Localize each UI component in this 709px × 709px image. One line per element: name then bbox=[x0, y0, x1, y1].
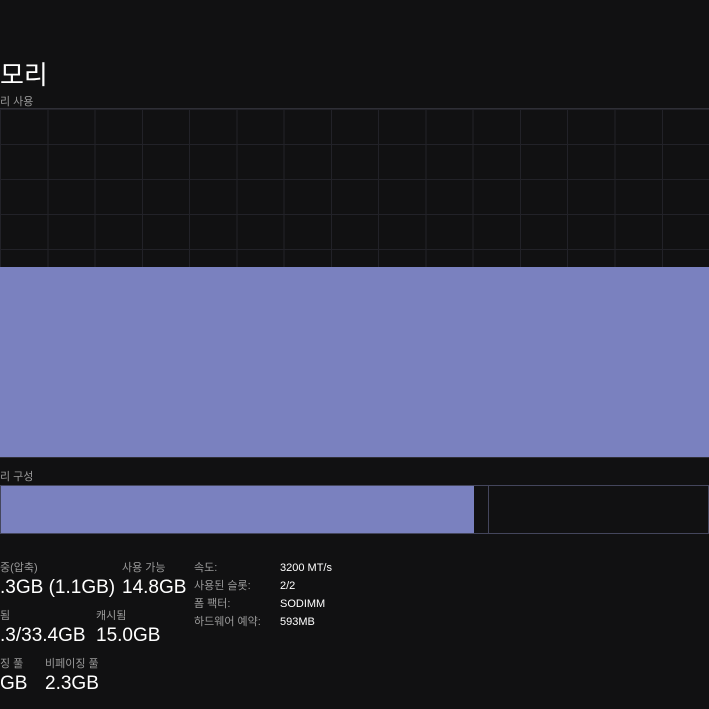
stat-committed: 됨 .3/33.4GB bbox=[0, 607, 86, 647]
stat-in-use: 중(압축) .3GB (1.1GB) bbox=[0, 559, 115, 599]
stat-paged-label: 징 풀 bbox=[0, 655, 27, 671]
spec-slots-label: 사용된 슬롯: bbox=[194, 577, 280, 595]
spec-reserved-label: 하드웨어 예약: bbox=[194, 613, 280, 631]
stat-cached-value: 15.0GB bbox=[96, 625, 160, 647]
spec-slots-value: 2/2 bbox=[280, 577, 295, 595]
stat-nonpaged-value: 2.3GB bbox=[45, 673, 99, 695]
stat-available-value: 14.8GB bbox=[122, 577, 186, 599]
page-title: 모리 bbox=[0, 55, 48, 92]
stat-cached: 캐시됨 15.0GB bbox=[96, 607, 160, 647]
composition-chart-label: 리 구성 bbox=[0, 468, 33, 484]
composition-used-segment bbox=[1, 486, 475, 533]
stat-cached-label: 캐시됨 bbox=[96, 607, 160, 623]
spec-speed-value: 3200 MT/s bbox=[280, 559, 332, 577]
stat-in-use-label: 중(압축) bbox=[0, 559, 115, 575]
stat-nonpaged-label: 비페이징 풀 bbox=[45, 655, 99, 671]
spec-speed-label: 속도: bbox=[194, 559, 280, 577]
memory-usage-chart bbox=[0, 108, 709, 458]
stat-committed-label: 됨 bbox=[0, 607, 86, 623]
spec-row-speed: 속도: 3200 MT/s bbox=[194, 559, 332, 577]
composition-free-segment bbox=[488, 486, 708, 533]
memory-composition-bar bbox=[0, 485, 709, 534]
spec-row-reserved: 하드웨어 예약: 593MB bbox=[194, 613, 332, 631]
spec-form-label: 폼 팩터: bbox=[194, 595, 280, 613]
usage-chart-label: 리 사용 bbox=[0, 93, 33, 109]
composition-gap bbox=[475, 486, 488, 533]
spec-reserved-value: 593MB bbox=[280, 613, 315, 631]
spec-row-slots: 사용된 슬롯: 2/2 bbox=[194, 577, 332, 595]
memory-specs-table: 속도: 3200 MT/s 사용된 슬롯: 2/2 폼 팩터: SODIMM 하… bbox=[194, 559, 332, 631]
stat-paged-pool: 징 풀 GB bbox=[0, 655, 27, 695]
memory-panel: 모리 리 사용 리 구성 중(압축) .3GB (1.1GB) 사용 가능 14… bbox=[0, 0, 709, 709]
stat-in-use-value: .3GB (1.1GB) bbox=[0, 577, 115, 599]
spec-row-form: 폼 팩터: SODIMM bbox=[194, 595, 332, 613]
stat-nonpaged-pool: 비페이징 풀 2.3GB bbox=[45, 655, 99, 695]
stat-committed-value: .3/33.4GB bbox=[0, 625, 86, 647]
stat-available: 사용 가능 14.8GB bbox=[122, 559, 186, 599]
spec-form-value: SODIMM bbox=[280, 595, 325, 613]
chart-fill-area bbox=[0, 267, 709, 457]
stat-paged-value: GB bbox=[0, 673, 27, 695]
stat-available-label: 사용 가능 bbox=[122, 559, 186, 575]
